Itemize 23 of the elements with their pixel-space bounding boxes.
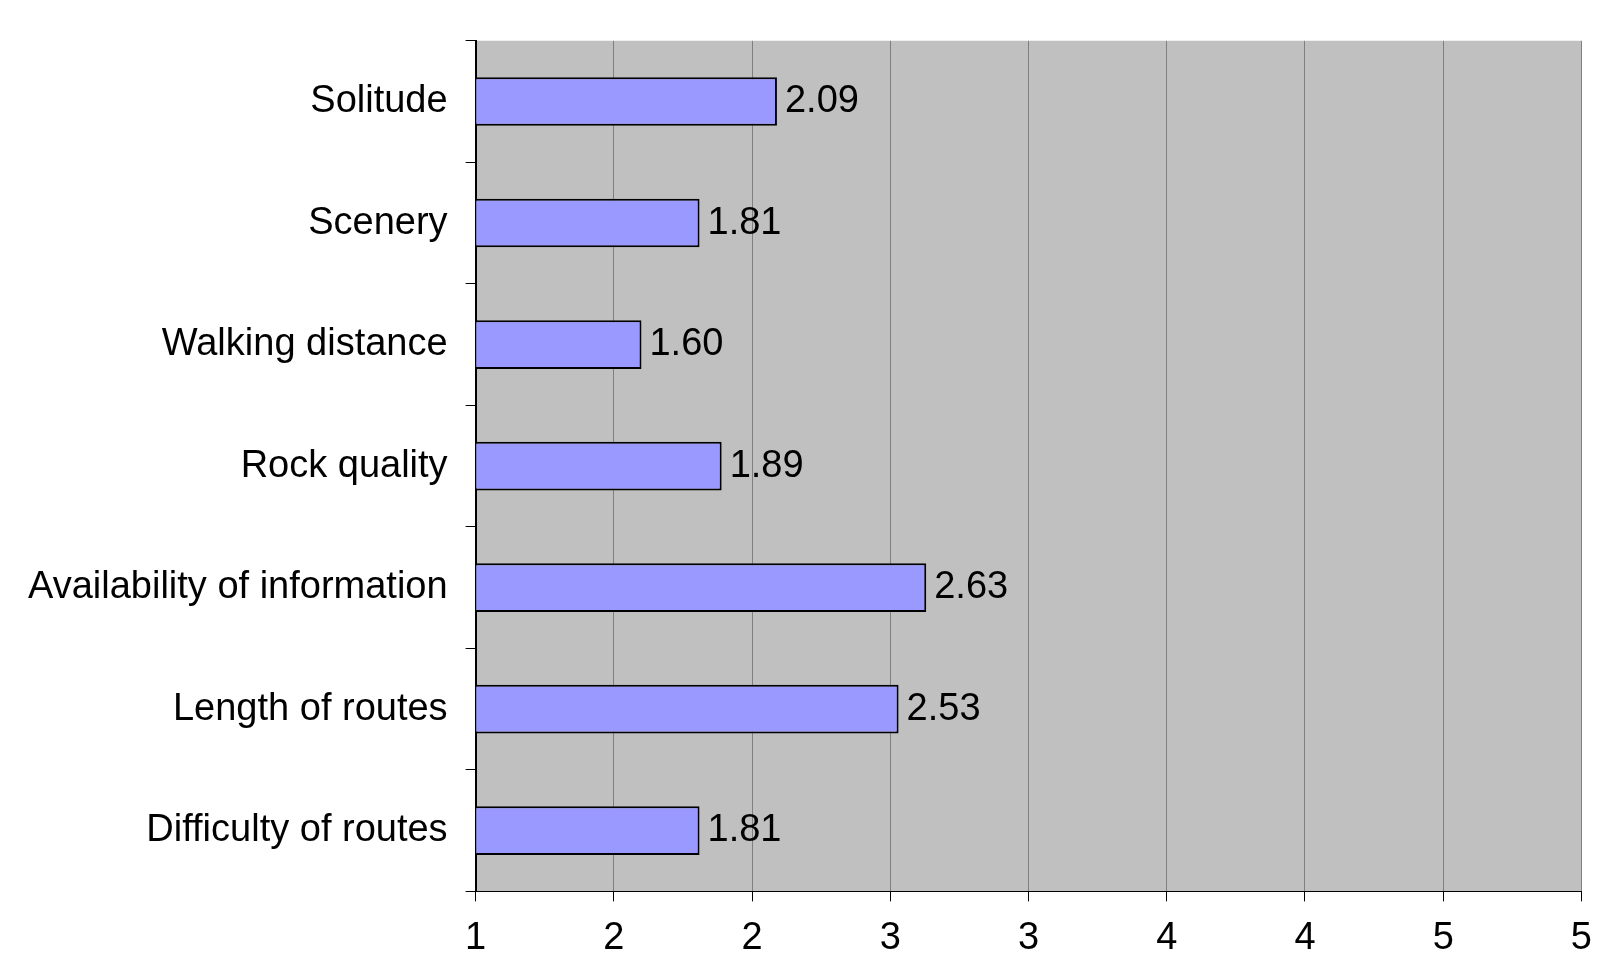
x-tick-label: 4 [1294, 914, 1316, 957]
y-tick-label: Solitude [310, 78, 448, 121]
x-tick-label: 5 [1432, 914, 1454, 957]
y-tick-label: Difficulty of routes [146, 807, 448, 850]
y-tick-label: Availability of information [27, 564, 448, 607]
x-tick-label: 5 [1570, 914, 1592, 957]
data-label: 1.81 [707, 807, 782, 850]
data-label: 2.09 [784, 78, 859, 121]
y-tick-label: Length of routes [172, 685, 448, 728]
x-tick-label: 3 [879, 914, 901, 957]
data-label: 2.53 [906, 685, 981, 728]
y-tick-label: Rock quality [240, 442, 448, 485]
y-tick-label: Scenery [308, 199, 448, 242]
data-label: 1.60 [649, 321, 724, 364]
x-tick-label: 1 [465, 914, 487, 957]
x-tick-label: 2 [603, 914, 625, 957]
x-tick-label: 2 [741, 914, 763, 957]
data-label: 1.89 [729, 442, 804, 485]
y-tick-label: Walking distance [161, 321, 448, 364]
data-label: 2.63 [934, 564, 1009, 607]
x-tick-label: 3 [1017, 914, 1040, 957]
data-label: 1.81 [707, 199, 782, 242]
x-tick-label: 4 [1156, 914, 1178, 957]
